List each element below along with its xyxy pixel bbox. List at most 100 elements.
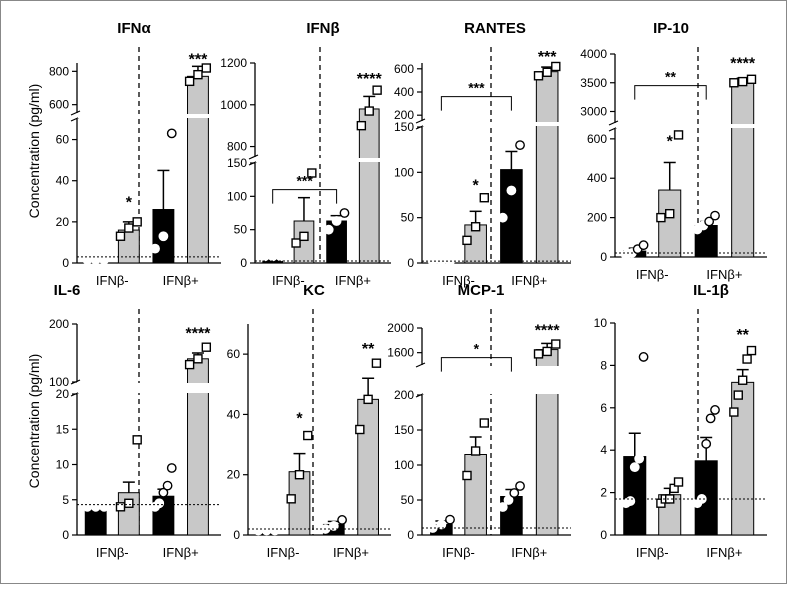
panel-title: IL-1β — [693, 282, 729, 299]
data-point-square — [124, 223, 134, 233]
data-point-square — [201, 63, 212, 73]
significance-label: **** — [186, 326, 212, 343]
y-tick-label: 20 — [227, 468, 241, 482]
group-label: IFNβ+ — [511, 273, 547, 288]
data-point-square — [551, 339, 561, 349]
panel-title: IL-6 — [54, 282, 81, 299]
data-point-square — [665, 494, 675, 504]
y-tick-label: 0 — [240, 256, 247, 270]
significance-label: **** — [535, 322, 561, 339]
y-tick-label: 50 — [401, 493, 415, 507]
y-tick-label: 600 — [394, 62, 414, 76]
bar — [658, 189, 682, 258]
data-point-square — [115, 502, 126, 512]
data-point-circle — [497, 502, 508, 512]
data-point-circle — [90, 501, 101, 512]
data-point-circle — [427, 523, 438, 533]
panel-title: IFNα — [117, 20, 151, 37]
data-point-square — [201, 342, 212, 352]
data-point-square — [533, 349, 544, 359]
panel-7: IL-1β 0 2 4 6 8 10 IFNβ- IFNβ+ ** — [594, 282, 767, 560]
group-label: IFNβ- — [267, 545, 300, 560]
data-point-square — [479, 193, 489, 203]
data-point-square — [673, 130, 684, 140]
bracket-label: ** — [665, 69, 676, 85]
data-point-circle — [503, 495, 514, 505]
data-point-circle — [705, 413, 716, 424]
data-point-square — [470, 446, 481, 456]
data-point-square — [656, 212, 666, 223]
data-point-circle — [497, 212, 508, 223]
data-point-circle — [259, 251, 270, 262]
data-point-circle — [154, 498, 165, 509]
y-axis-label: Concentration (pg/ml) — [26, 354, 42, 489]
significance-label: * — [126, 194, 133, 211]
axis-break-mark — [70, 110, 81, 116]
data-point-circle — [436, 519, 447, 530]
data-point-circle — [158, 487, 169, 498]
significance-label: * — [473, 177, 480, 194]
significance-label: ** — [736, 327, 749, 344]
data-point-circle — [253, 525, 264, 536]
y-tick-label: 0 — [407, 528, 414, 542]
data-point-circle — [323, 224, 334, 235]
axis-break-mark — [415, 362, 426, 368]
y-tick-label: 800 — [49, 64, 69, 78]
group-label: IFNβ- — [442, 273, 475, 288]
data-point-square — [299, 231, 309, 242]
y-tick-label: 40 — [56, 174, 70, 188]
y-tick-label: 5 — [62, 493, 69, 507]
data-point-circle — [339, 208, 350, 218]
axis-break-mark — [415, 118, 426, 124]
y-tick-label: 50 — [401, 211, 415, 225]
data-point-square — [733, 390, 743, 400]
y-tick-label: 20 — [56, 215, 70, 229]
y-tick-label: 100 — [394, 165, 414, 179]
axis-break-band — [78, 114, 222, 118]
data-point-circle — [696, 494, 707, 504]
group-label: IFNβ+ — [335, 273, 371, 288]
data-point-circle — [150, 243, 160, 254]
significance-label: **** — [730, 55, 756, 72]
y-tick-label: 200 — [394, 388, 414, 402]
group-label: IFNβ- — [272, 273, 305, 288]
significance-label: **** — [357, 71, 383, 88]
data-point-square — [737, 375, 748, 385]
y-tick-label: 4 — [600, 443, 607, 457]
bracket-label: * — [474, 341, 480, 357]
data-point-square — [371, 358, 382, 368]
y-tick-label: 2000 — [387, 321, 414, 335]
significance-bracket — [440, 96, 512, 111]
data-point-square — [307, 168, 317, 178]
data-point-circle — [638, 352, 649, 362]
data-point-circle — [337, 515, 347, 525]
bar — [535, 71, 559, 264]
data-point-circle — [269, 525, 280, 536]
group-label: IFNβ- — [96, 545, 129, 560]
data-point-square — [542, 67, 552, 77]
y-tick-label: 400 — [394, 85, 414, 99]
y-tick-label: 0 — [407, 256, 414, 270]
bracket-label: *** — [296, 173, 313, 189]
axis-break-band — [423, 366, 572, 394]
data-point-circle — [99, 501, 109, 512]
data-point-square — [193, 354, 203, 364]
data-point-square — [729, 407, 739, 417]
data-point-circle — [710, 210, 720, 221]
data-point-circle — [275, 251, 286, 262]
y-tick-label: 1200 — [220, 56, 247, 70]
data-point-square — [291, 238, 301, 248]
y-tick-label: 6 — [600, 401, 607, 415]
y-tick-label: 20 — [56, 387, 70, 401]
data-point-square — [665, 208, 675, 219]
y-tick-label: 100 — [227, 189, 247, 203]
y-tick-label: 0 — [62, 528, 69, 542]
panel-title: MCP-1 — [458, 282, 505, 299]
group-label: IFNβ+ — [706, 545, 742, 560]
data-point-square — [364, 106, 374, 116]
